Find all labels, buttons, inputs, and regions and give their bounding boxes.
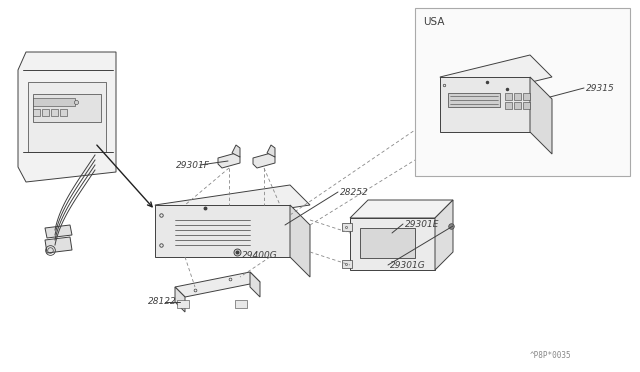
Polygon shape bbox=[350, 218, 435, 270]
Polygon shape bbox=[435, 200, 453, 270]
Bar bbox=[177, 300, 189, 308]
Bar bbox=[523, 102, 530, 109]
Polygon shape bbox=[175, 272, 260, 297]
Bar bbox=[514, 102, 521, 109]
Text: 29301F: 29301F bbox=[176, 160, 210, 170]
Polygon shape bbox=[440, 77, 530, 132]
Bar bbox=[235, 300, 247, 308]
Bar bbox=[523, 93, 530, 100]
Bar bbox=[60, 109, 67, 116]
Bar bbox=[448, 93, 500, 107]
Bar bbox=[415, 8, 630, 176]
Text: 29301G: 29301G bbox=[390, 260, 426, 269]
Bar bbox=[342, 260, 352, 268]
Bar bbox=[51, 109, 58, 116]
Text: ^P8P*0035: ^P8P*0035 bbox=[530, 350, 572, 359]
Polygon shape bbox=[267, 145, 275, 157]
Polygon shape bbox=[155, 185, 310, 225]
Polygon shape bbox=[175, 287, 185, 312]
Bar bbox=[342, 223, 352, 231]
Polygon shape bbox=[232, 145, 240, 157]
Text: 28122: 28122 bbox=[148, 298, 177, 307]
Text: 29301E: 29301E bbox=[405, 219, 440, 228]
Bar bbox=[360, 228, 415, 258]
Polygon shape bbox=[253, 153, 275, 168]
Bar bbox=[42, 109, 49, 116]
Bar bbox=[514, 93, 521, 100]
Bar bbox=[505, 93, 512, 100]
Polygon shape bbox=[350, 200, 453, 218]
Text: 29315: 29315 bbox=[586, 83, 615, 93]
Polygon shape bbox=[440, 55, 552, 99]
Bar bbox=[33, 109, 40, 116]
Polygon shape bbox=[218, 153, 240, 168]
Text: USA: USA bbox=[423, 17, 445, 27]
Bar bbox=[28, 82, 106, 152]
Polygon shape bbox=[530, 77, 552, 154]
Text: 29400G: 29400G bbox=[242, 250, 278, 260]
Bar bbox=[505, 102, 512, 109]
Polygon shape bbox=[290, 205, 310, 277]
Bar bbox=[33, 98, 75, 106]
Polygon shape bbox=[18, 52, 116, 182]
Bar bbox=[33, 94, 101, 122]
Polygon shape bbox=[155, 205, 290, 257]
Polygon shape bbox=[45, 225, 72, 238]
Polygon shape bbox=[45, 237, 72, 253]
Text: 28252: 28252 bbox=[340, 187, 369, 196]
Polygon shape bbox=[250, 272, 260, 297]
